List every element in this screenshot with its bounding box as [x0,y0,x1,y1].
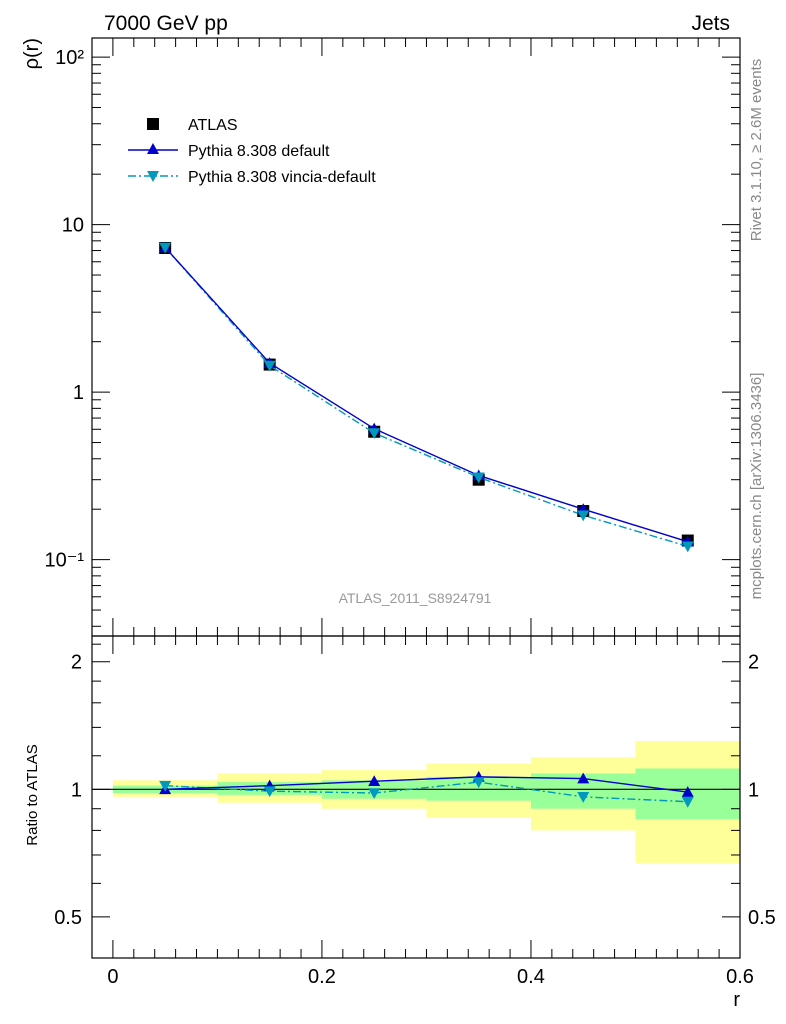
main-y-tick-label: 10 [62,215,84,237]
default-line [164,247,688,543]
header-left: 7000 GeV pp [104,12,228,35]
main-y-tick-label: 1 [73,382,84,404]
vincia-line [164,247,688,548]
rivet-label: Rivet 3.1.10, ≥ 2.6M events [748,59,765,242]
x-tick-label: 0 [107,966,118,988]
ratio-default-point [577,772,590,784]
ratio-panel: 0 0.2 0.4 0.6 0.5 0.5 1 1 2 2 [54,635,776,988]
main-y-axis-title: ρ(r) [21,38,43,69]
legend-atlas-marker [147,118,159,130]
legend-default-marker [147,143,159,154]
ratio-vincia-point [263,786,276,798]
main-y-tick-label: 10⁻¹ [45,550,85,572]
x-tick-label: 0.4 [517,966,545,988]
x-tick-label: 0.2 [308,966,336,988]
legend-vincia-marker [147,171,159,182]
main-y-tick-label: 10² [55,47,84,69]
ratio-default-point [368,775,381,787]
vincia-point [472,472,485,484]
ratio-vincia-point [368,788,381,800]
ratio-y-tick-label-right: 1 [748,779,759,801]
main-panel: 10⁻¹ 1 10 10² [45,37,741,637]
analysis-label: ATLAS_2011_S8924791 [339,590,492,606]
ratio-default-line [165,776,688,793]
x-axis-title: r [733,989,740,1011]
ratio-y-tick-label-right: 2 [748,652,759,674]
ratio-vincia-line [165,781,688,803]
x-tick-label: 0.6 [726,966,754,988]
ratio-vincia-point [472,777,485,789]
ratio-y-tick-label: 1 [71,779,82,801]
vincia-point [368,428,381,440]
mcplots-label: mcplots.cern.ch [arXiv:1306.3436] [748,373,765,600]
legend-atlas-label: ATLAS [188,117,238,134]
vincia-point [577,510,590,522]
vincia-point [263,360,276,372]
ratio-vincia-point [681,796,694,808]
legend-vincia-label: Pythia 8.308 vincia-default [188,169,376,186]
ratio-default-point [681,786,694,797]
ratio-y-tick-label: 2 [71,652,82,674]
ratio-vincia-point [577,792,590,803]
header-right: Jets [691,12,730,35]
legend: ATLAS Pythia 8.308 default Pythia 8.308 … [128,117,376,186]
ratio-y-tick-label: 0.5 [54,907,82,929]
ratio-vincia-point [159,780,172,792]
legend-default-label: Pythia 8.308 default [188,143,330,160]
ratio-frame [91,635,741,959]
ratio-y-axis-title: Ratio to ATLAS [24,744,41,845]
vincia-point [681,541,694,553]
ratio-y-tick-label-right: 0.5 [748,907,776,929]
vincia-point [159,242,172,254]
